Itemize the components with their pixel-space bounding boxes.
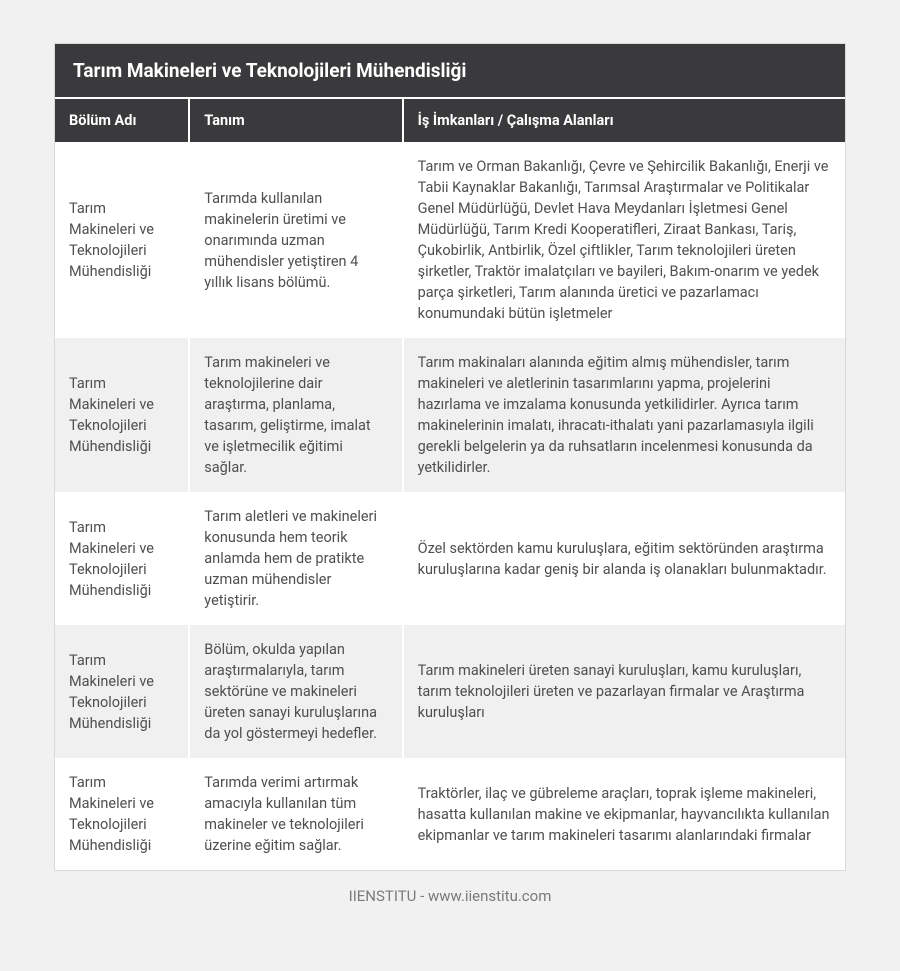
cell-definition: Tarım makineleri ve teknolojilerine dair… [189, 338, 402, 492]
cell-definition: Bölüm, okulda yapılan araştırmalarıyla, … [189, 625, 402, 758]
table-row: Tarım Makineleri ve Teknolojileri Mühend… [55, 338, 845, 492]
cell-jobs: Tarım ve Orman Bakanlığı, Çevre ve Şehir… [403, 142, 845, 338]
cell-definition: Tarımda kullanılan makinelerin üretimi v… [189, 142, 402, 338]
cell-definition: Tarımda verimi artırmak amacıyla kullanı… [189, 758, 402, 870]
cell-jobs: Traktörler, ilaç ve gübreleme araçları, … [403, 758, 845, 870]
col-header-jobs: İş İmkanları / Çalışma Alanları [403, 98, 845, 142]
cell-definition: Tarım aletleri ve makineleri konusunda h… [189, 492, 402, 625]
cell-name: Tarım Makineleri ve Teknolojileri Mühend… [55, 142, 189, 338]
cell-jobs: Tarım makineleri üreten sanayi kuruluşla… [403, 625, 845, 758]
cell-jobs: Özel sektörden kamu kuruluşlara, eğitim … [403, 492, 845, 625]
footer-text: IIENSTITU - www.iienstitu.com [54, 871, 846, 905]
cell-name: Tarım Makineleri ve Teknolojileri Mühend… [55, 492, 189, 625]
cell-name: Tarım Makineleri ve Teknolojileri Mühend… [55, 625, 189, 758]
data-table: Bölüm Adı Tanım İş İmkanları / Çalışma A… [55, 97, 845, 870]
table-row: Tarım Makineleri ve Teknolojileri Mühend… [55, 758, 845, 870]
table-row: Tarım Makineleri ve Teknolojileri Mühend… [55, 142, 845, 338]
card-title: Tarım Makineleri ve Teknolojileri Mühend… [55, 44, 845, 97]
table-row: Tarım Makineleri ve Teknolojileri Mühend… [55, 492, 845, 625]
col-header-name: Bölüm Adı [55, 98, 189, 142]
table-header-row: Bölüm Adı Tanım İş İmkanları / Çalışma A… [55, 98, 845, 142]
col-header-definition: Tanım [189, 98, 402, 142]
cell-name: Tarım Makineleri ve Teknolojileri Mühend… [55, 338, 189, 492]
info-card: Tarım Makineleri ve Teknolojileri Mühend… [54, 43, 846, 871]
table-row: Tarım Makineleri ve Teknolojileri Mühend… [55, 625, 845, 758]
cell-jobs: Tarım makinaları alanında eğitim almış m… [403, 338, 845, 492]
cell-name: Tarım Makineleri ve Teknolojileri Mühend… [55, 758, 189, 870]
